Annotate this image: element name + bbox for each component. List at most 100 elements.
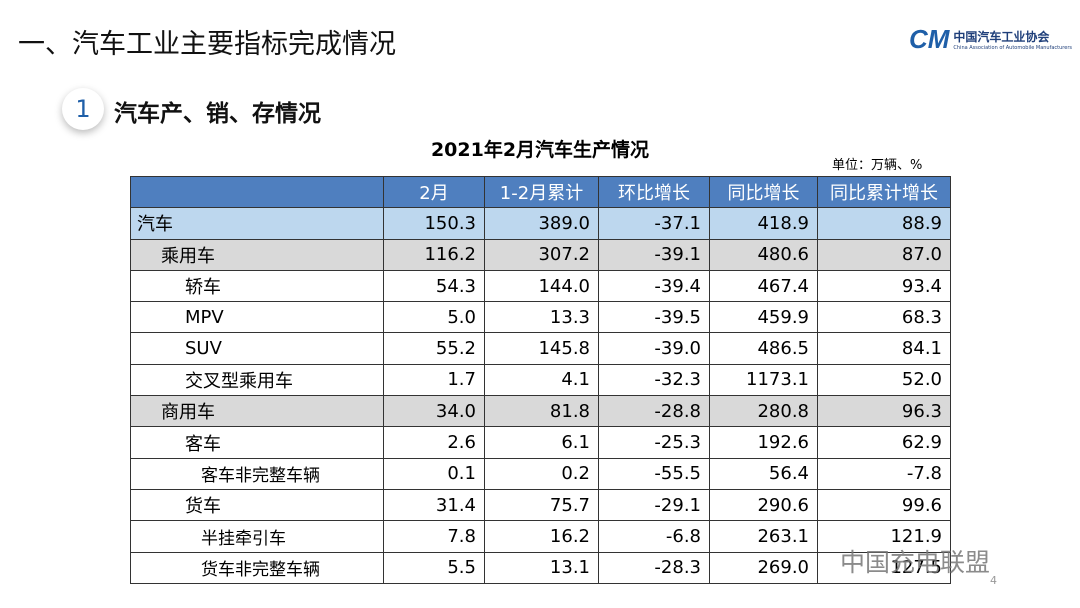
value-cell: 459.9: [709, 301, 818, 334]
value-cell: 127.5: [817, 551, 951, 584]
table-row: 交叉型乘用车 1.7 4.1 -32.3 1173.1 52.0: [130, 363, 951, 397]
value-cell: 99.6: [817, 488, 951, 522]
value-cell: -28.8: [598, 395, 710, 428]
value-cell: 16.2: [484, 520, 599, 553]
value-cell: 145.8: [484, 332, 599, 365]
value-cell: 269.0: [709, 551, 818, 584]
column-header: [130, 175, 384, 209]
logo-text: 中国汽车工业协会 China Association of Automobile…: [953, 28, 1072, 51]
table-row: SUV 55.2 145.8 -39.0 486.5 84.1: [130, 332, 951, 365]
logo-name: 中国汽车工业协会: [953, 30, 1050, 44]
value-cell: 84.1: [817, 332, 951, 365]
value-cell: 192.6: [709, 426, 818, 459]
table-row: 商用车 34.0 81.8 -28.8 280.8 96.3: [130, 395, 951, 428]
row-label: 乘用车: [130, 238, 384, 271]
unit-note: 单位：万辆、%: [832, 158, 923, 173]
logo: CM 中国汽车工业协会 China Association of Automob…: [909, 24, 1072, 55]
table-row: 轿车 54.3 144.0 -39.4 467.4 93.4: [130, 269, 951, 303]
value-cell: 150.3: [383, 207, 485, 240]
header-row: 2月 1-2月累计 环比增长 同比增长 同比累计增长: [130, 175, 951, 209]
row-label: 货车: [130, 488, 384, 522]
value-cell: 1.7: [383, 363, 485, 397]
value-cell: 96.3: [817, 395, 951, 428]
value-cell: 56.4: [709, 457, 818, 490]
value-cell: -7.8: [817, 457, 951, 490]
value-cell: -6.8: [598, 520, 710, 553]
value-cell: 62.9: [817, 426, 951, 459]
value-cell: 55.2: [383, 332, 485, 365]
table-row: MPV 5.0 13.3 -39.5 459.9 68.3: [130, 301, 951, 334]
value-cell: 68.3: [817, 301, 951, 334]
page-number: 4: [990, 574, 997, 587]
value-cell: 31.4: [383, 488, 485, 522]
column-header: 同比增长: [709, 175, 818, 209]
table-row: 半挂牵引车 7.8 16.2 -6.8 263.1 121.9: [130, 520, 951, 553]
value-cell: -37.1: [598, 207, 710, 240]
row-label: 客车: [130, 426, 384, 459]
table-row: 汽车 150.3 389.0 -37.1 418.9 88.9: [130, 207, 951, 240]
table-body: 汽车 150.3 389.0 -37.1 418.9 88.9 乘用车 116.2 307.2-…: [130, 207, 951, 584]
table-row: 客车非完整车辆 0.1 0.2 -55.5 56.4 -7.8: [130, 457, 951, 490]
row-label: 汽车: [130, 207, 384, 240]
table-row: 货车非完整车辆 5.5 13.1 -28.3 269.0 127.5: [130, 551, 951, 584]
value-cell: 13.1: [484, 551, 599, 584]
value-cell: -25.3: [598, 426, 710, 459]
value-cell: 52.0: [817, 363, 951, 397]
table-title: 2021年2月汽车生产情况: [430, 139, 650, 161]
row-label: MPV: [130, 301, 384, 334]
row-label: SUV: [130, 332, 384, 365]
value-cell: 5.5: [383, 551, 485, 584]
row-label: 客车非完整车辆: [130, 457, 384, 490]
row-label: 半挂牵引车: [130, 520, 384, 553]
column-header: 2月: [383, 175, 485, 209]
row-label: 交叉型乘用车: [130, 363, 384, 397]
data-table: 2月 1-2月累计 环比增长 同比增长 同比累计增长 汽车 150.3 389.0 -37.1 4…: [130, 175, 951, 584]
value-cell: -39.4: [598, 269, 710, 303]
value-cell: 486.5: [709, 332, 818, 365]
value-cell: 389.0: [484, 207, 599, 240]
value-cell: 4.1: [484, 363, 599, 397]
value-cell: 144.0: [484, 269, 599, 303]
value-cell: 7.8: [383, 520, 485, 553]
value-cell: 13.3: [484, 301, 599, 334]
value-cell: 116.2: [383, 238, 485, 271]
slide-title: 一、汽车工业主要指标完成情况: [18, 29, 396, 60]
section-number: 1: [62, 88, 104, 130]
value-cell: 93.4: [817, 269, 951, 303]
value-cell: 290.6: [709, 488, 818, 522]
row-label: 货车非完整车辆: [130, 551, 384, 584]
value-cell: 75.7: [484, 488, 599, 522]
value-cell: 6.1: [484, 426, 599, 459]
table-row: 客车 2.6 6.1 -25.3 192.6 62.9: [130, 426, 951, 459]
column-header: 同比累计增长: [817, 175, 951, 209]
table-row: 乘用车 116.2 307.2 -39.1 480.6 87.0: [130, 238, 951, 271]
value-cell: -29.1: [598, 488, 710, 522]
logo-english: China Association of Automobile Manufact…: [953, 45, 1072, 51]
value-cell: -32.3: [598, 363, 710, 397]
value-cell: 81.8: [484, 395, 599, 428]
watermark: 中国充电联盟: [840, 548, 991, 577]
value-cell: 121.9: [817, 520, 951, 553]
value-cell: -39.5: [598, 301, 710, 334]
value-cell: 1173.1: [709, 363, 818, 397]
value-cell: 0.2: [484, 457, 599, 490]
value-cell: -39.0: [598, 332, 710, 365]
value-cell: -28.3: [598, 551, 710, 584]
section-title: 汽车产、销、存情况: [114, 101, 321, 127]
value-cell: 0.1: [383, 457, 485, 490]
value-cell: 5.0: [383, 301, 485, 334]
value-cell: 54.3: [383, 269, 485, 303]
value-cell: 263.1: [709, 520, 818, 553]
value-cell: 34.0: [383, 395, 485, 428]
value-cell: 307.2: [484, 238, 599, 271]
value-cell: 280.8: [709, 395, 818, 428]
column-header: 环比增长: [598, 175, 710, 209]
value-cell: -39.1: [598, 238, 710, 271]
table-row: 货车 31.4 75.7 -29.1 290.6 99.6: [130, 488, 951, 522]
logo-mark: CM: [908, 24, 950, 54]
value-cell: -55.5: [598, 457, 710, 490]
value-cell: 467.4: [709, 269, 818, 303]
column-header: 1-2月累计: [484, 175, 599, 209]
row-label: 商用车: [130, 395, 384, 428]
